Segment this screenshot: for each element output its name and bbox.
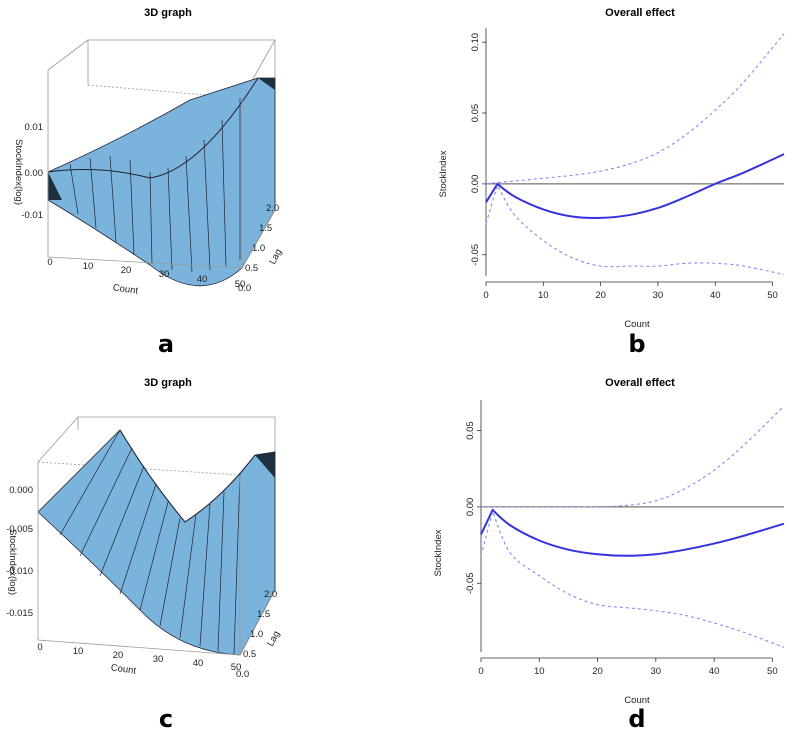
xtick-c-0: 0 [37, 642, 42, 653]
y-tick-label: 0.10 [470, 33, 481, 52]
x-tick-label: 30 [653, 290, 664, 301]
upper-ci-curve [481, 405, 785, 508]
surface-a [47, 39, 276, 287]
ylabel-d: StockIndex [433, 529, 444, 576]
y-tick-label: 0.05 [470, 104, 481, 123]
x-tick-label: 50 [767, 290, 778, 301]
panel-letter-d: d [628, 705, 645, 733]
effect-curve [480, 508, 785, 557]
box-front-a [47, 70, 243, 269]
xtick-c-3: 30 [153, 654, 164, 665]
lower-ci-curve [485, 183, 785, 276]
xtick-a-5: 50 [235, 279, 246, 290]
panel-letter-a: a [158, 330, 174, 358]
ztick-a-1: 0.00 [25, 168, 44, 179]
xtick-a-1: 10 [83, 261, 94, 272]
xlabel-c: Count [110, 662, 137, 676]
upper-ci-curve [485, 33, 785, 185]
xlabel-a: Count [112, 282, 139, 296]
ztick-a-2: -0.01 [21, 210, 43, 221]
ytick-a-1: 0.5 [245, 263, 258, 274]
title-d: Overall effect [605, 377, 675, 389]
ytick-a-4: 2.0 [266, 203, 279, 214]
xtick-a-2: 20 [121, 265, 132, 276]
xtick-c-2: 20 [113, 650, 124, 661]
y-tick-label: 0.05 [465, 421, 476, 440]
ylabel-a: Lag [267, 247, 284, 266]
x-tick-label: 0 [478, 666, 483, 677]
xtick-a-4: 40 [197, 274, 208, 285]
ytick-a-3: 1.5 [259, 223, 272, 234]
box-right-c [239, 589, 276, 656]
x-tick-label: 50 [767, 666, 778, 677]
x-tick-label: 0 [483, 290, 488, 301]
xlabel-d: Count [624, 695, 650, 706]
surface-shadow-a [48, 172, 62, 200]
xtick-c-1: 10 [73, 646, 84, 657]
surface-ridge-c [119, 429, 256, 523]
ytick-a-0: 0.0 [238, 283, 251, 294]
y-tick-label: 0.00 [470, 175, 481, 194]
y-tick-label: -0.05 [470, 244, 481, 266]
effect-curve [485, 153, 785, 219]
ztick-c-3: -0.015 [6, 608, 33, 619]
ytick-c-1: 0.5 [243, 649, 256, 660]
xtick-a-3: 30 [159, 269, 170, 280]
x-tick-label: 10 [534, 666, 545, 677]
ztick-c-1: -0.005 [6, 524, 33, 535]
box-left-top-a [47, 39, 89, 71]
surface-body-c [37, 429, 276, 656]
surface-grid-c [59, 429, 241, 655]
y-tick-label: -0.05 [465, 572, 476, 594]
title-a: 3D graph [144, 7, 192, 19]
ztick-a-0: 0.01 [25, 122, 44, 133]
ztick-c-0: 0.000 [9, 485, 33, 496]
ytick-c-2: 1.0 [250, 629, 263, 640]
ztick-c-2: -0.010 [6, 566, 33, 577]
ytick-c-3: 1.5 [257, 609, 270, 620]
x-tick-label: 40 [710, 290, 721, 301]
ytick-c-4: 2.0 [264, 589, 277, 600]
title-b: Overall effect [605, 7, 675, 19]
surface-body-a [47, 77, 276, 287]
x-tick-label: 40 [709, 666, 720, 677]
surface-corner-a [258, 78, 275, 90]
lower-ci-curve [480, 509, 785, 648]
y-tick-label: 0.00 [465, 498, 476, 516]
x-tick-label: 20 [595, 290, 606, 301]
box-front-c [37, 462, 241, 656]
x-tick-label: 10 [538, 290, 549, 301]
ytick-c-0: 0.0 [236, 669, 249, 680]
xtick-a-0: 0 [47, 257, 52, 268]
line-chart-d: 0 10 20 30 40 50 -0.05 0.00 0.05 [465, 400, 785, 677]
panel-letter-c: c [159, 705, 173, 733]
surface-grid-a [69, 98, 241, 273]
ytick-a-2: 1.0 [252, 243, 265, 254]
ylabel-c: Lag [265, 629, 282, 648]
box-left-top-c [37, 416, 79, 463]
zlabel-a: StockIndex(log) [13, 139, 24, 205]
ylabel-b: StockIndex [438, 150, 449, 197]
panel-letter-b: b [628, 330, 645, 358]
x-tick-label: 20 [592, 666, 603, 677]
xtick-c-4: 40 [193, 658, 204, 669]
surface-corner-c [255, 452, 275, 478]
line-chart-b: 0 10 20 30 40 50 -0.05 0.00 0.05 0.10 [470, 28, 785, 301]
x-tick-label: 30 [651, 666, 662, 677]
xlabel-b: Count [624, 319, 650, 330]
surface-c [37, 416, 276, 656]
title-c: 3D graph [144, 377, 192, 389]
xtick-c-5: 50 [231, 662, 242, 673]
box-right-a [241, 209, 276, 269]
zlabel-c: StockIndex(log) [7, 529, 18, 595]
